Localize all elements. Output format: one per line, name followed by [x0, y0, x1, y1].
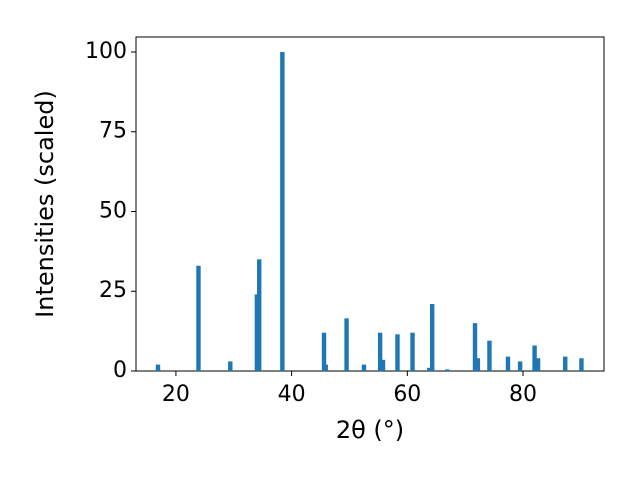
bar	[280, 51, 285, 371]
y-tick-label: 25	[99, 278, 127, 303]
bar	[487, 340, 492, 371]
y-tick-label: 0	[113, 358, 127, 383]
bar	[535, 358, 541, 371]
bar	[228, 361, 233, 371]
bar	[361, 364, 367, 371]
bar	[475, 358, 481, 371]
bar	[517, 361, 523, 371]
bar	[254, 294, 260, 371]
bar	[257, 259, 262, 371]
x-axis-label: 2θ (°)	[336, 416, 404, 444]
bar	[377, 332, 383, 371]
bar	[563, 356, 568, 371]
bar	[155, 364, 161, 371]
bar	[410, 332, 415, 371]
y-tick-label: 100	[85, 39, 127, 64]
bar	[344, 318, 349, 371]
x-tick-label: 80	[509, 382, 537, 407]
bar	[395, 334, 400, 371]
y-tick-label: 50	[99, 198, 127, 223]
x-tick-label: 40	[278, 382, 306, 407]
bar	[445, 369, 450, 371]
bar	[321, 332, 327, 371]
bar	[323, 364, 328, 371]
bar	[472, 323, 478, 371]
y-tick-label: 75	[99, 119, 127, 144]
x-tick-label: 20	[162, 382, 190, 407]
bar	[532, 345, 537, 371]
bar	[427, 367, 432, 371]
bar	[505, 356, 511, 371]
x-tick-label: 60	[393, 382, 421, 407]
plot-frame	[135, 36, 605, 372]
y-axis-label: Intensities (scaled)	[31, 90, 59, 318]
bar	[380, 359, 386, 371]
bar	[196, 265, 201, 371]
bar	[579, 358, 584, 371]
bar	[429, 304, 435, 371]
